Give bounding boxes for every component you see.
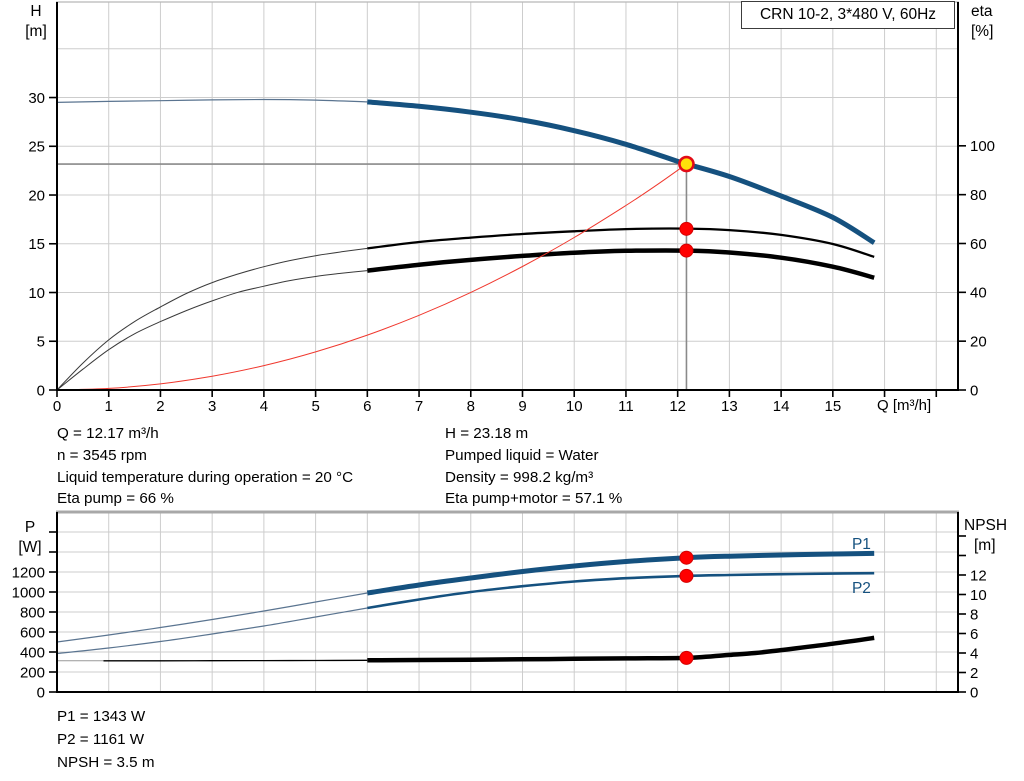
x-tick-label: 2 — [156, 398, 164, 415]
right-tick-label: 6 — [970, 626, 978, 643]
right-tick-label: 40 — [970, 285, 987, 302]
left-tick-label: 15 — [28, 236, 45, 253]
info-line-p2: P2 = 1161 W — [57, 731, 145, 748]
operating-point-marker — [679, 650, 694, 665]
right-tick-label: 80 — [970, 187, 987, 204]
right-tick-label: 60 — [970, 236, 987, 253]
left-tick-label: 1000 — [12, 584, 45, 601]
right-tick-label: 10 — [970, 587, 987, 604]
x-tick-label: 8 — [467, 398, 475, 415]
x-tick-label: 4 — [260, 398, 268, 415]
h-axis-title: H — [30, 3, 42, 20]
right-tick-label: 8 — [970, 606, 978, 623]
operating-point-marker — [679, 243, 694, 258]
q-axis-title: Q [m³/h] — [877, 397, 932, 414]
qh-curve — [367, 99, 876, 245]
info-line-q: Q = 12.17 m³/h — [57, 425, 159, 442]
npsh-axis-unit: [m] — [974, 537, 996, 554]
npsh-curve-low-flow — [103, 659, 368, 662]
x-tick-label: 13 — [721, 398, 738, 415]
p-axis-title: P — [24, 519, 36, 536]
info-line-density: Density = 998.2 kg/m³ — [445, 468, 594, 486]
series-label-p1: P1 — [852, 536, 871, 553]
x-tick-label: 10 — [566, 398, 583, 415]
eta-pump-motor-curve — [367, 248, 875, 280]
left-tick-label: 5 — [37, 334, 45, 351]
x-tick-label: 12 — [669, 398, 686, 415]
left-tick-label: 20 — [28, 187, 45, 204]
eta-axis-unit: [%] — [971, 23, 994, 40]
x-tick-label: 7 — [415, 398, 423, 415]
npsh-axis-title: NPSH — [964, 517, 1008, 534]
left-tick-label: 800 — [20, 604, 45, 621]
right-tick-label: 12 — [970, 567, 987, 584]
info-line-eta-pump-motor: Eta pump+motor = 57.1 % — [445, 490, 623, 508]
x-tick-label: 0 — [53, 398, 61, 415]
p2-curve-low-flow — [56, 607, 368, 655]
eta-axis-title: eta — [971, 3, 993, 20]
h-axis-unit: [m] — [25, 23, 47, 40]
duty-info-left-column: Q = 12.17 m³/h n = 3545 rpm Liquid tempe… — [57, 423, 353, 510]
power-info-block: P1 = 1343 W P2 = 1161 W NPSH = 3.5 m — [57, 705, 155, 774]
pump-title-box: CRN 10-2, 3*480 V, 60Hz — [741, 1, 955, 29]
right-tick-label: 2 — [970, 665, 978, 682]
operating-point-marker — [679, 568, 694, 583]
series-label-p2: P2 — [852, 580, 871, 597]
p-axis-unit: [W] — [18, 539, 42, 556]
info-line-liquid: Pumped liquid = Water — [445, 446, 599, 464]
left-tick-label: 30 — [28, 90, 45, 107]
info-line-h: H = 23.18 m — [445, 425, 529, 442]
x-tick-label: 3 — [208, 398, 216, 415]
right-tick-label: 0 — [970, 382, 978, 399]
left-tick-label: 0 — [37, 382, 45, 399]
p1-curve-low-flow — [56, 592, 368, 643]
qh-curve-low-flow — [56, 98, 368, 103]
system-curve — [56, 163, 687, 391]
left-tick-label: 25 — [28, 139, 45, 156]
x-tick-label: 15 — [824, 398, 841, 415]
info-line-temp: Liquid temperature during operation = 20… — [57, 468, 354, 486]
p2-curve — [367, 571, 875, 610]
info-line-npsh: NPSH = 3.5 m — [57, 754, 155, 771]
operating-point-marker — [679, 550, 694, 565]
eta-pump-motor-curve-low-flow — [56, 270, 368, 391]
left-tick-label: 200 — [20, 664, 45, 681]
x-tick-label: 9 — [518, 398, 526, 415]
eta-pump-curve-low-flow — [56, 247, 368, 391]
left-tick-label: 600 — [20, 624, 45, 641]
x-tick-label: 14 — [773, 398, 790, 415]
info-line-n: n = 3545 rpm — [57, 446, 147, 464]
left-tick-label: 400 — [20, 644, 45, 661]
duty-info-right-column: H = 23.18 m Pumped liquid = Water Densit… — [445, 423, 622, 510]
x-tick-label: 5 — [311, 398, 319, 415]
eta-pump-curve — [367, 227, 875, 259]
right-tick-label: 0 — [970, 684, 978, 701]
npsh-curve — [367, 635, 875, 663]
info-line-p1: P1 = 1343 W — [57, 708, 146, 725]
operating-point-marker — [679, 221, 694, 236]
right-tick-label: 4 — [970, 645, 978, 662]
x-tick-label: 11 — [618, 398, 634, 415]
p1-curve — [366, 550, 875, 596]
right-tick-label: 100 — [970, 138, 995, 155]
x-tick-label: 1 — [105, 398, 113, 415]
right-tick-label: 20 — [970, 334, 987, 351]
left-tick-label: 1200 — [12, 564, 45, 581]
left-tick-label: 0 — [37, 684, 45, 701]
info-line-eta-pump: Eta pump = 66 % — [57, 490, 174, 508]
duty-point — [678, 155, 695, 173]
x-tick-label: 6 — [363, 398, 371, 415]
left-tick-label: 10 — [28, 285, 45, 302]
power-npsh-chart: 0 200 400 600 800 1000 1200 0 2 4 6 8 10 12 P1 P2 — [12, 510, 987, 701]
